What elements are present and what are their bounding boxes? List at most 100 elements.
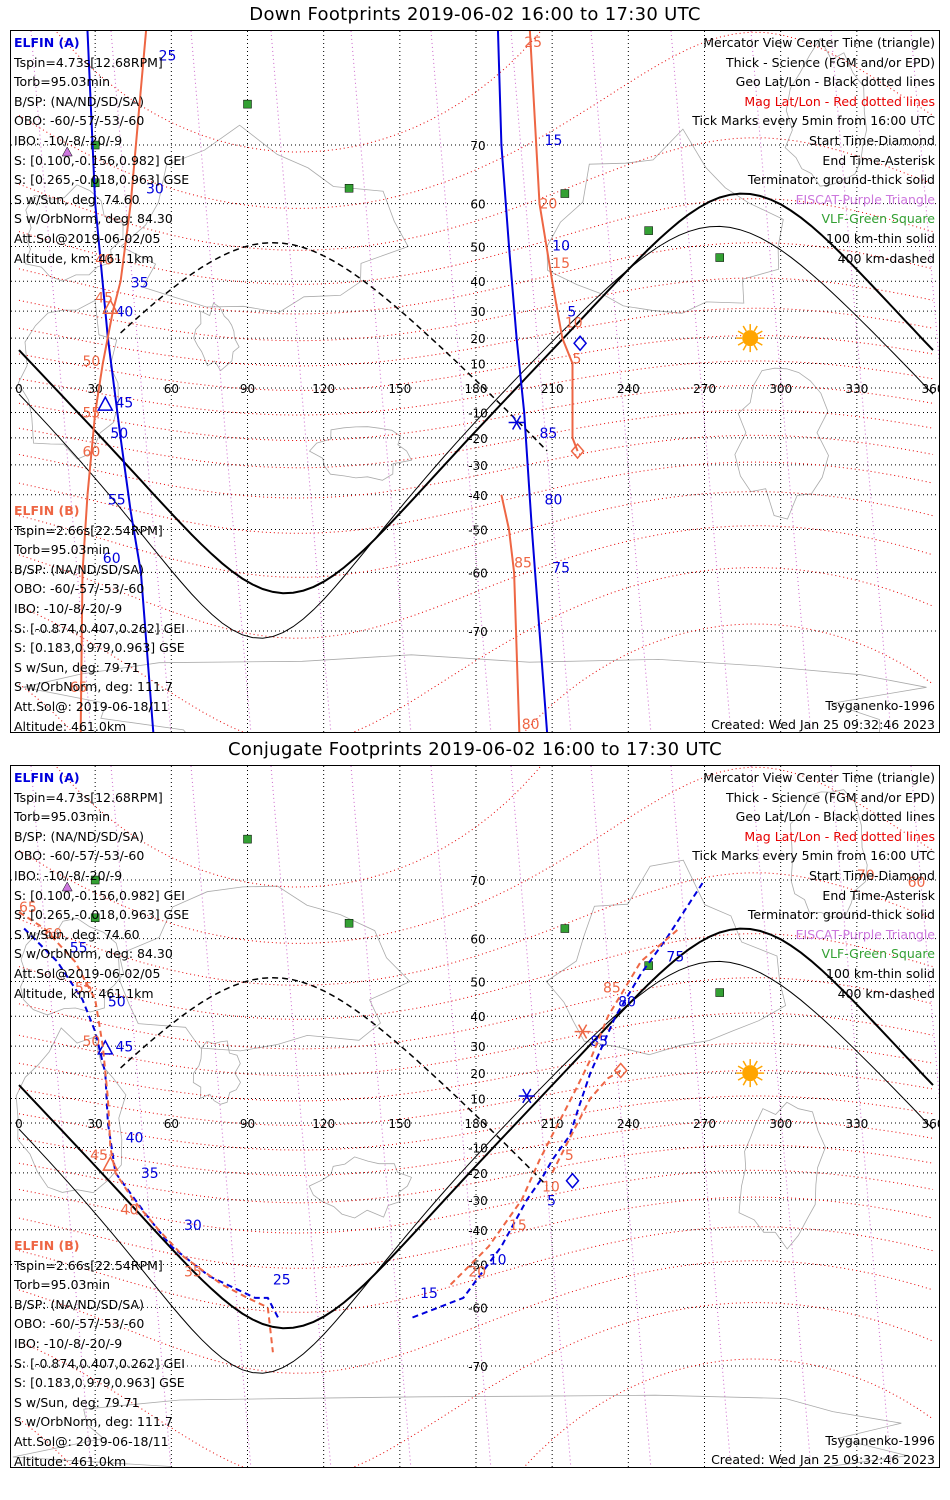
vlf-station-square <box>90 913 100 923</box>
mag-longitude-line <box>670 766 732 1467</box>
info-line: S: [0.183,0.979,0.963] GSE <box>14 640 185 656</box>
lon-tick-label: 330 <box>845 382 868 396</box>
elfin-a-time-tick: 25 <box>273 1273 291 1289</box>
elfin-a-time-tick: 35 <box>131 275 149 291</box>
vlf-station-square <box>344 918 354 928</box>
info-line: S w/Sun, deg: 79.71 <box>14 659 140 675</box>
elfin-a-time-tick: 30 <box>184 1218 202 1234</box>
mag-longitude-line <box>830 766 892 1467</box>
lat-tick-label: -40 <box>468 1224 488 1238</box>
center-time-triangle <box>102 1155 119 1171</box>
elfin-b-time-tick: 65 <box>70 680 88 696</box>
elfin-b-track <box>551 1069 622 1174</box>
lon-tick-label: 210 <box>541 1117 564 1131</box>
mag-latitude-line <box>18 525 934 639</box>
legend-item: VLF-Green Square <box>821 946 935 962</box>
greenland-outline <box>790 789 868 918</box>
australia-outline <box>308 426 413 481</box>
mag-longitude-line <box>670 31 732 732</box>
legend-item: Mercator View Center Time (triangle) <box>703 35 935 50</box>
antarctica-outline <box>23 654 927 732</box>
legend-item: Geo Lat/Lon - Black dotted lines <box>735 74 935 90</box>
lat-tick-label: 30 <box>470 305 485 319</box>
elfin-b-track <box>449 927 680 1286</box>
elfin-a-time-tick: 80 <box>618 994 636 1010</box>
elfin-b-time-tick: 25 <box>524 35 542 51</box>
sun-ray <box>756 1076 763 1081</box>
legend-item: Mag Lat/Lon - Red dotted lines <box>744 93 935 109</box>
lon-tick-label: 210 <box>541 382 564 396</box>
elfin-b-time-tick: 15 <box>552 256 570 272</box>
mag-latitude-line <box>18 1226 934 1313</box>
info-line: IBO: -10/-8/-20/-9 <box>14 132 123 148</box>
mag-longitude-line <box>350 766 412 1467</box>
lon-tick-label: 270 <box>693 382 716 396</box>
lat-tick-label: -60 <box>468 1301 488 1315</box>
lon-tick-label: 270 <box>693 1117 716 1131</box>
elfin-a-time-tick: 50 <box>110 426 128 442</box>
mag-latitude-line <box>18 360 934 416</box>
info-line: B/SP: (NA/ND/SD/SA) <box>14 828 144 844</box>
legend-item: Start Time-Diamond <box>808 867 935 883</box>
mag-latitude-line <box>18 1302 934 1467</box>
mag-latitude-line <box>18 1260 934 1374</box>
eiscat-triangle <box>61 881 73 892</box>
elfin-b-time-tick: 45 <box>90 1148 108 1164</box>
elfin-b-info: ELFIN (B) Tspin=2.66s[22.54RPM] Torb=95.03… <box>14 501 185 732</box>
sun-ray <box>753 325 758 332</box>
mag-longitude-line <box>30 766 92 1467</box>
legend-item: Tick Marks every 5min from 16:00 UTC <box>692 848 935 864</box>
elfin-a-time-tick: 75 <box>552 560 570 576</box>
terminator-100km-line <box>18 225 934 639</box>
info-line: Tspin=2.66s[22.54RPM] <box>14 522 163 538</box>
sun-icon <box>742 1065 759 1082</box>
lat-tick-label: -40 <box>468 489 488 503</box>
panel-title: Down Footprints 2019-06-02 16:00 to 17:3… <box>249 4 701 25</box>
start-time-diamond <box>565 1172 580 1189</box>
terminator-ground-line <box>18 927 934 1330</box>
elfin-a-time-tick: 15 <box>545 133 563 149</box>
elfin-b-time-tick: 10 <box>565 316 583 332</box>
info-line: OBO: -60/-57/-53/-60 <box>14 581 145 597</box>
legend-item: Geo Lat/Lon - Black dotted lines <box>735 809 935 825</box>
info-line: S: [-0.874,0.407,0.262] GEI <box>14 620 185 636</box>
lon-tick-label: 90 <box>240 1117 255 1131</box>
info-line: S w/Sun, deg: 74.60 <box>14 191 140 207</box>
sun-ray <box>753 1079 758 1086</box>
mag-latitude-line <box>18 491 934 578</box>
legend-item: Mercator View Center Time (triangle) <box>703 770 935 785</box>
terminator-100km-line <box>18 960 934 1374</box>
sun-ray <box>737 1076 744 1081</box>
legend-item: Mag Lat/Lon - Red dotted lines <box>744 828 935 844</box>
end-time-asterisk <box>577 1024 588 1039</box>
vlf-station-square <box>560 189 570 198</box>
lat-tick-label: 50 <box>470 976 485 990</box>
info-line: S w/Sun, deg: 74.60 <box>14 926 140 942</box>
lat-tick-label: -10 <box>468 407 488 421</box>
start-time-diamond <box>613 1062 628 1079</box>
info-line: Torb=95.03min <box>14 74 111 90</box>
legend-item: End Time-Asterisk <box>822 152 935 168</box>
satellite-name: ELFIN (B) <box>14 503 80 518</box>
elfin-b-track <box>500 494 521 732</box>
legend-item: Thick - Science (FGM and/or EPD) <box>726 54 935 70</box>
elfin-b-time-tick: 65 <box>19 900 37 916</box>
lat-tick-label: -20 <box>468 1167 488 1181</box>
australia-outline <box>308 1156 413 1219</box>
elfin-b-time-tick: 20 <box>468 1264 486 1280</box>
vlf-station-square <box>715 988 724 997</box>
mag-latitude-line <box>18 1196 934 1269</box>
mag-latitude-line <box>18 1095 934 1151</box>
info-line: OBO: -60/-57/-53/-60 <box>14 113 145 129</box>
info-line: S w/Sun, deg: 79.71 <box>14 1394 140 1410</box>
mag-longitude-line <box>430 31 492 732</box>
info-line: S w/OrbNorm, deg: 111.7 <box>14 679 173 695</box>
mag-longitude-line <box>590 766 652 1467</box>
elfin-a-info: ELFIN (A) Tspin=4.73s[12.68RPM] Torb=95.03… <box>14 33 189 268</box>
info-line: Tspin=2.66s[22.54RPM] <box>14 1257 163 1273</box>
info-line: Torb=95.03min <box>14 809 111 825</box>
elfin-b-time-tick: 15 <box>509 1218 527 1234</box>
mag-latitude-line <box>18 334 934 391</box>
sun-ray <box>737 330 744 335</box>
center-time-triangle <box>97 395 114 411</box>
